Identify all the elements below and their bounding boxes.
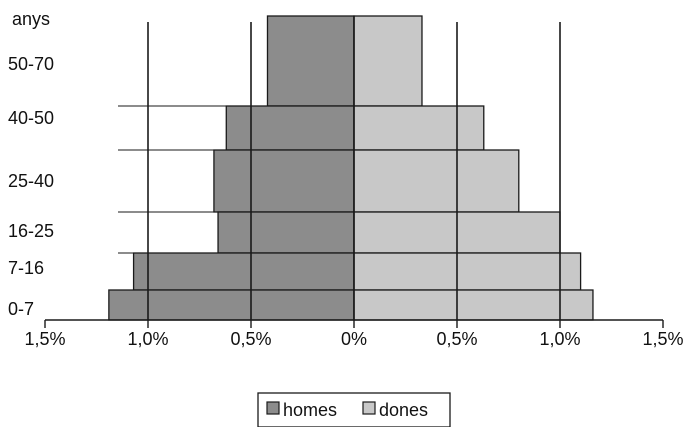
plot-area [44,15,664,328]
x-tick-label: 0% [341,329,367,349]
category-label-0-7: 0-7 [8,299,34,319]
bar-dones-0-7 [353,289,594,321]
bar-homes-40-50 [225,105,355,151]
category-label-50-70: 50-70 [8,54,54,74]
category-label-40-50: 40-50 [8,108,54,128]
legend-swatch-homes [266,401,280,415]
bar-dones-7-16 [353,252,582,291]
category-label-16-25: 16-25 [8,221,54,241]
bar-homes-7-16 [132,252,355,291]
bar-dones-25-40 [353,149,520,213]
x-tick-label: 1,5% [24,329,65,349]
bar-homes-16-25 [217,211,355,254]
x-tick-label: 0,5% [230,329,271,349]
x-tick-label: 1,0% [539,329,580,349]
legend-label-dones: dones [379,400,428,420]
legend-swatch-dones [362,401,376,415]
x-tick-label: 1,0% [127,329,168,349]
x-tick-label: 1,5% [642,329,683,349]
legend-label-homes: homes [283,400,337,420]
axis-labels: 1,5% 1,0% 0,5% 0% 0,5% 1,0% 1,5% anys 50-70 40-50… [8,9,684,349]
legend: homes dones [257,392,451,427]
category-label-25-40: 25-40 [8,171,54,191]
bar-homes-25-40 [213,149,355,213]
bar-dones-50-70 [353,15,423,107]
x-tick-label: 0,5% [436,329,477,349]
y-axis-title: anys [12,9,50,29]
category-label-7-16: 7-16 [8,258,44,278]
legend-box [257,392,451,427]
bar-dones-40-50 [353,105,485,151]
bar-homes-50-70 [266,15,355,107]
bar-homes-0-7 [108,289,355,321]
